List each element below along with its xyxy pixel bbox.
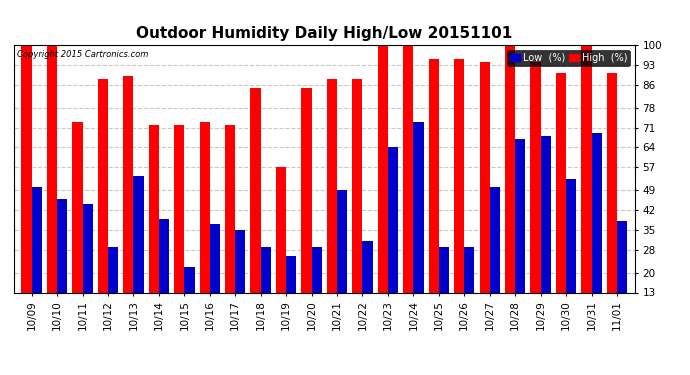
Bar [199,122,210,330]
Bar [72,122,83,330]
Bar [133,176,144,330]
Bar [556,74,566,330]
Bar [312,247,322,330]
Bar [591,133,602,330]
Bar [403,45,413,330]
Bar [210,224,220,330]
Bar [225,124,235,330]
Bar [148,124,159,330]
Bar [235,230,246,330]
Bar [327,79,337,330]
Bar [47,45,57,330]
Bar [21,45,32,330]
Bar [413,122,424,330]
Text: Copyright 2015 Cartronics.com: Copyright 2015 Cartronics.com [17,50,148,59]
Bar [454,59,464,330]
Bar [83,204,92,330]
Bar [439,247,449,330]
Bar [159,219,169,330]
Bar [286,255,296,330]
Bar [377,45,388,330]
Bar [428,59,439,330]
Bar [174,124,184,330]
Bar [541,136,551,330]
Bar [124,76,133,330]
Bar [108,247,118,330]
Bar [388,147,398,330]
Bar [505,45,515,330]
Bar [607,74,617,330]
Bar [464,247,475,330]
Title: Outdoor Humidity Daily High/Low 20151101: Outdoor Humidity Daily High/Low 20151101 [136,26,513,41]
Bar [302,88,312,330]
Bar [261,247,271,330]
Bar [250,88,261,330]
Bar [582,45,591,330]
Bar [490,187,500,330]
Bar [515,139,525,330]
Bar [57,199,67,330]
Bar [480,62,490,330]
Bar [566,179,576,330]
Bar [617,221,627,330]
Bar [32,187,42,330]
Bar [362,241,373,330]
Bar [184,267,195,330]
Bar [98,79,108,330]
Bar [531,62,541,330]
Bar [337,190,347,330]
Bar [276,167,286,330]
Legend: Low  (%), High  (%): Low (%), High (%) [507,50,630,66]
Bar [353,79,362,330]
